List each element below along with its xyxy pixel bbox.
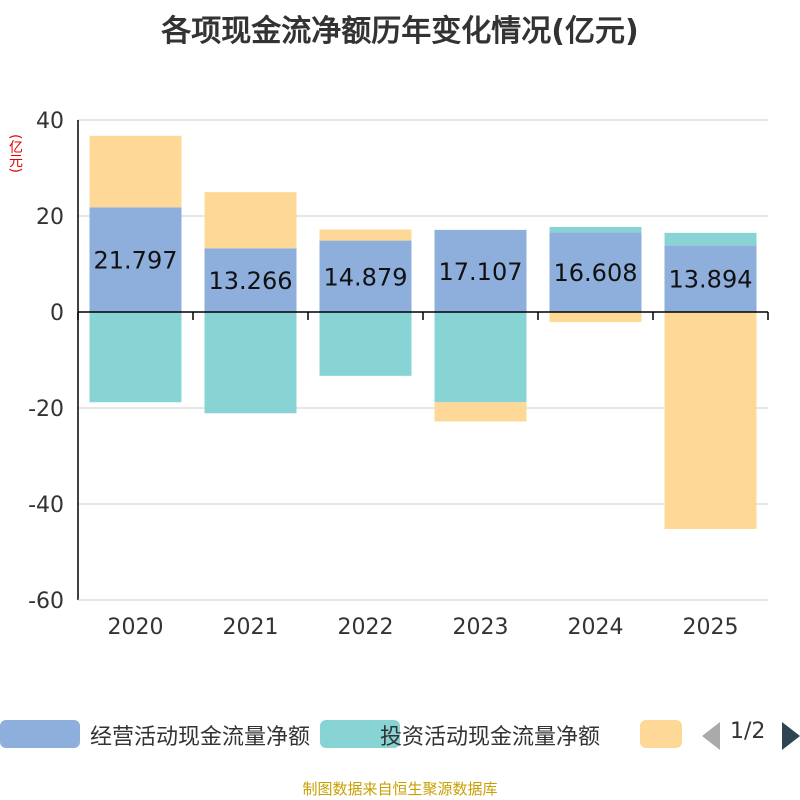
legend: 经营活动现金流量净额 投资活动现金流量净额 1/2 [0, 716, 800, 756]
bar-2020-series-2[interactable] [89, 135, 182, 208]
bar-2020-series-0[interactable] [89, 207, 182, 312]
legend-prev-page-icon[interactable] [702, 722, 720, 750]
data-source-note: 制图数据来自恒生聚源数据库 [302, 780, 498, 798]
y-axis-unit: (亿元) [7, 133, 23, 173]
legend-next-page-icon[interactable] [782, 722, 800, 750]
bar-2022-series-2[interactable] [319, 229, 412, 241]
chart-canvas: 40 20 0 -20 -40 -60 21.797 13.266 14.879 17.107 16… [28, 109, 769, 640]
legend-swatch-operating [0, 720, 80, 748]
bar-2021-series-1[interactable] [204, 312, 297, 414]
bar-2021-series-0[interactable] [204, 248, 297, 312]
y-tick-label: -60 [28, 589, 64, 614]
y-tick-label: 20 [36, 205, 64, 230]
bar-2024-series-0[interactable] [549, 232, 642, 312]
data-label: 13.266 [209, 267, 293, 295]
y-tick-label: 0 [50, 301, 64, 326]
bar-2023-series-2[interactable] [434, 402, 527, 422]
x-tick-label: 2020 [108, 615, 164, 640]
data-label: 17.107 [439, 258, 523, 286]
bar-2023-series-1[interactable] [434, 312, 527, 403]
legend-label-investing: 投资活动现金流量净额 [380, 725, 601, 750]
bar-2025-series-1[interactable] [664, 232, 757, 246]
bar-2024-series-2[interactable] [549, 312, 642, 323]
bar-2021-series-2[interactable] [204, 192, 297, 249]
bar-2023-series-0[interactable] [434, 229, 527, 312]
legend-page-indicator: 1/2 [730, 719, 766, 744]
x-tick-label: 2023 [453, 615, 509, 640]
chart-title: 各项现金流净额历年变化情况(亿元) [161, 14, 639, 49]
data-label: 16.608 [554, 259, 638, 287]
bar-2020-series-1[interactable] [89, 312, 182, 403]
legend-swatch-investing [320, 720, 400, 748]
bar-2024-series-1[interactable] [549, 227, 642, 233]
legend-swatch-financing [640, 720, 682, 748]
bar-2022-series-0[interactable] [319, 240, 412, 312]
bar-2025-series-0[interactable] [664, 245, 757, 312]
x-tick-label: 2022 [338, 615, 394, 640]
bar-2022-series-1[interactable] [319, 312, 412, 376]
legend-label-operating: 经营活动现金流量净额 [90, 725, 311, 750]
x-tick-label: 2024 [568, 615, 624, 640]
bar-2025-series-2[interactable] [664, 312, 757, 529]
data-label: 14.879 [324, 263, 408, 291]
y-tick-label: -20 [28, 397, 64, 422]
data-label: 13.894 [669, 266, 753, 294]
y-tick-label: -40 [28, 493, 64, 518]
y-tick-label: 40 [36, 109, 64, 134]
x-tick-label: 2021 [223, 615, 279, 640]
data-label: 21.797 [94, 247, 178, 275]
x-tick-label: 2025 [683, 615, 739, 640]
